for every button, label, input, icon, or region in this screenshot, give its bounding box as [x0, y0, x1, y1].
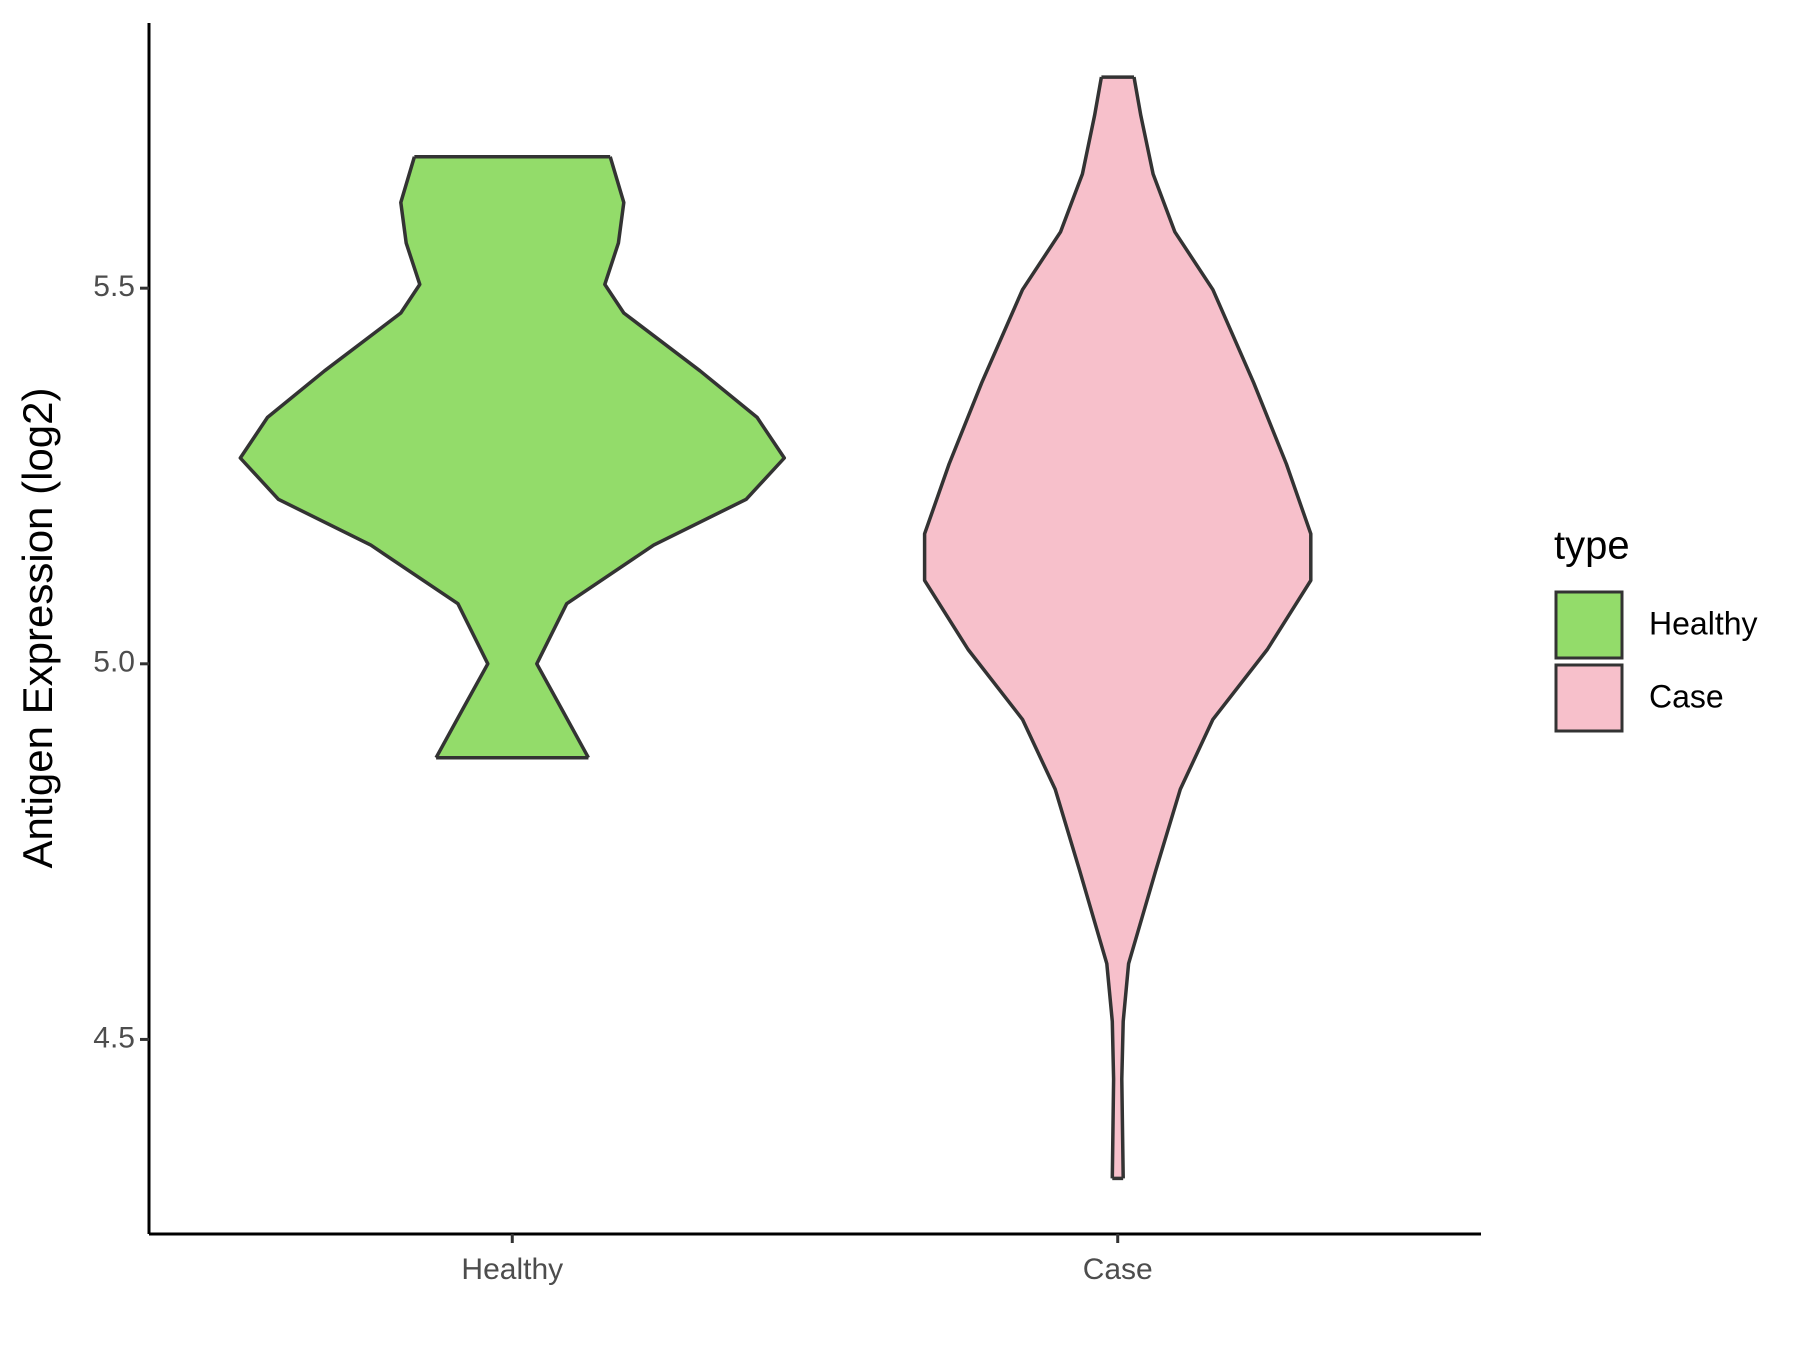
legend-key	[1554, 590, 1624, 660]
violin-fill	[924, 77, 1311, 1179]
y-tick-label: 5.0	[93, 646, 135, 679]
legend-key	[1554, 663, 1624, 733]
legend-label: Case	[1649, 678, 1724, 714]
violin-right-edge	[535, 156, 787, 759]
y-tick-label: 4.5	[93, 1021, 135, 1054]
x-tick-label: Healthy	[461, 1253, 563, 1286]
violin-right-edge	[1120, 76, 1313, 1179]
y-axis-title: Antigen Expression (log2)	[14, 388, 61, 869]
violin-fill	[240, 156, 785, 758]
legend-label: Healthy	[1649, 605, 1758, 641]
violin-left-edge	[238, 156, 490, 759]
violin-left-edge	[922, 76, 1116, 1179]
legend-title: type	[1554, 524, 1630, 568]
x-tick-label: Case	[1083, 1253, 1153, 1286]
y-tick-label: 5.5	[93, 270, 135, 303]
